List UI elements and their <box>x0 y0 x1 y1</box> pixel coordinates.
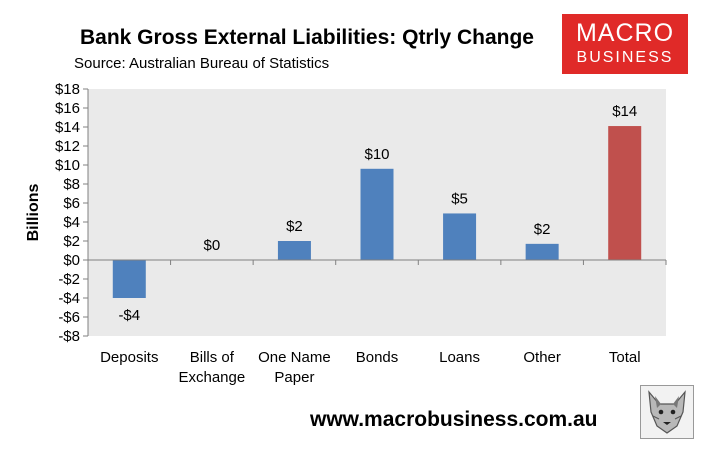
y-axis-label: Billions <box>25 184 42 242</box>
category-label: One Name <box>258 349 331 366</box>
data-label: $2 <box>286 218 303 235</box>
logo-line-2: BUSINESS <box>576 49 674 66</box>
chart-title: Bank Gross External Liabilities: Qtrly C… <box>80 26 534 49</box>
y-tick-label: $2 <box>63 233 80 250</box>
y-tick-label: $16 <box>55 100 80 117</box>
y-tick-label: $14 <box>55 119 80 136</box>
y-tick-label: -$2 <box>58 271 80 288</box>
footer-url[interactable]: www.macrobusiness.com.au <box>310 408 598 431</box>
data-label: -$4 <box>118 307 140 324</box>
bar <box>360 168 394 260</box>
y-tick-label: -$4 <box>58 290 80 307</box>
bar <box>277 241 311 260</box>
y-tick-label: $18 <box>55 81 80 98</box>
bar <box>608 126 642 260</box>
category-label: Total <box>609 349 641 366</box>
data-label: $5 <box>451 190 468 207</box>
y-tick-label: -$8 <box>58 328 80 345</box>
y-tick-label: -$6 <box>58 309 80 326</box>
y-tick-label: $10 <box>55 157 80 174</box>
data-label: $10 <box>364 146 389 163</box>
macrobusiness-logo[interactable]: MACRO BUSINESS <box>562 14 688 74</box>
y-tick-label: $0 <box>63 252 80 269</box>
y-tick-label: $12 <box>55 138 80 155</box>
category-label: Other <box>523 349 561 366</box>
data-label: $0 <box>204 237 221 254</box>
y-tick-label: $6 <box>63 195 80 212</box>
category-label: Exchange <box>178 369 245 386</box>
bar <box>443 213 477 260</box>
data-label: $2 <box>534 221 551 238</box>
logo-line-1: MACRO <box>575 19 675 47</box>
category-label: Bills of <box>190 349 235 366</box>
y-tick-label: $8 <box>63 176 80 193</box>
wolf-logo-icon <box>640 385 694 439</box>
category-label: Deposits <box>100 349 158 366</box>
chart-source: Source: Australian Bureau of Statistics <box>74 55 330 72</box>
category-label: Paper <box>274 369 314 386</box>
bar <box>525 243 559 260</box>
category-label: Bonds <box>356 349 399 366</box>
y-tick-label: $4 <box>63 214 80 231</box>
bar <box>112 260 146 298</box>
category-label: Loans <box>439 349 480 366</box>
data-label: $14 <box>612 103 637 120</box>
